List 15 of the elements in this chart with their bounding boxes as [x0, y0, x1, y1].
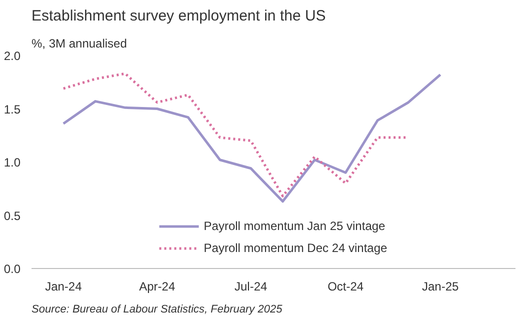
x-tick-label: Jan-24: [45, 280, 82, 294]
y-tick-label: 1.5: [4, 102, 21, 116]
x-tick-label: Jul-24: [234, 280, 268, 294]
legend-label: Payroll momentum Dec 24 vintage: [204, 241, 388, 255]
x-tick-label: Jan-25: [422, 280, 459, 294]
chart-subtitle: %, 3M annualised: [32, 36, 127, 50]
x-tick-label: Apr-24: [139, 280, 176, 294]
legend-label: Payroll momentum Jan 25 vintage: [204, 219, 386, 233]
chart-title: Establishment survey employment in the US: [32, 8, 326, 24]
source-note: Source: Bureau of Labour Statistics, February 2025: [32, 304, 284, 316]
y-tick-label: 2.0: [4, 49, 21, 63]
y-tick-label: 0.5: [4, 208, 21, 223]
y-tick-label: 1.0: [4, 156, 21, 170]
x-tick-label: Oct-24: [328, 280, 364, 294]
y-tick-label: 0.0: [4, 262, 21, 276]
